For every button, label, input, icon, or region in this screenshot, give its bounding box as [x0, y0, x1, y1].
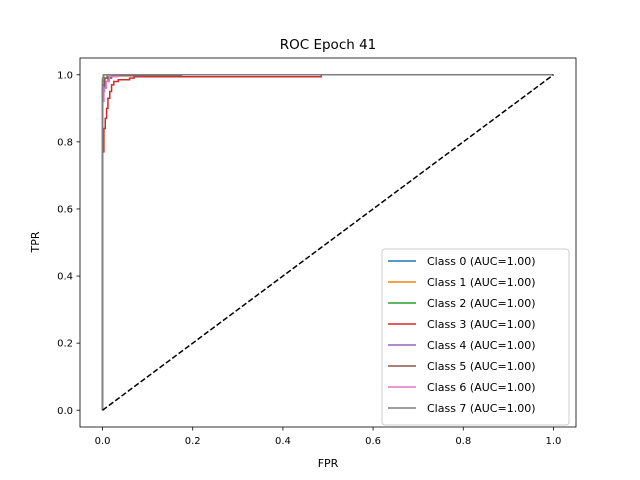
- plot-frame: [79, 57, 577, 428]
- x-tick-label: 0.0: [95, 436, 111, 447]
- legend: Class 0 (AUC=1.00) Class 1 (AUC=1.00) Clas…: [381, 248, 570, 426]
- x-tick-label: 0.4: [275, 436, 291, 447]
- x-tick-label: 0.8: [455, 436, 471, 447]
- y-tick-label: 0.2: [57, 339, 73, 350]
- x-tick-label: 1.0: [546, 436, 562, 447]
- legend-label-class-6: Class 6 (AUC=1.00): [427, 381, 535, 394]
- series-line-class-7: [101, 74, 554, 411]
- axes: 0.0 0.2 0.4 0.6 0.8 1.0 0.0 0.2 0.4 0.6 0.8 1.0: [57, 57, 577, 447]
- legend-label-class-3: Class 3 (AUC=1.00): [427, 318, 535, 331]
- y-tick-label: 0.8: [57, 137, 73, 148]
- x-axis-label: FPR: [318, 457, 339, 470]
- legend-label-class-0: Class 0 (AUC=1.00): [427, 255, 535, 268]
- plot-area: [101, 74, 554, 411]
- legend-label-class-1: Class 1 (AUC=1.00): [427, 276, 535, 289]
- diagonal-layer: [102, 74, 554, 411]
- legend-label-class-2: Class 2 (AUC=1.00): [427, 297, 535, 310]
- x-tick-label: 0.6: [365, 436, 381, 447]
- legend-label-class-4: Class 4 (AUC=1.00): [427, 339, 535, 352]
- chart-title: ROC Epoch 41: [280, 37, 377, 53]
- legend-label-class-7: Class 7 (AUC=1.00): [427, 402, 535, 415]
- y-axis-label: TPR: [29, 231, 42, 253]
- x-tick-label: 0.2: [185, 436, 201, 447]
- chance-diagonal-line: [102, 74, 554, 411]
- y-tick-label: 1.0: [57, 70, 73, 81]
- legend-box: [381, 248, 570, 426]
- y-tick-label: 0.4: [57, 272, 73, 283]
- legend-label-class-5: Class 5 (AUC=1.00): [427, 360, 535, 373]
- y-tick-label: 0.6: [57, 205, 73, 216]
- y-tick-label: 0.0: [57, 406, 73, 417]
- series-line-class-6: [101, 74, 554, 411]
- series-line-class-3: [101, 74, 554, 411]
